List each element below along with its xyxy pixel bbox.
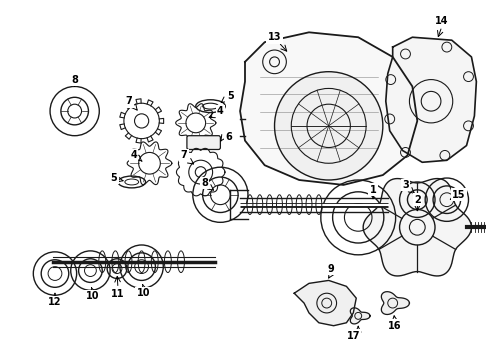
Text: 16: 16 [388,321,401,331]
Text: 11: 11 [111,289,125,299]
Text: 10: 10 [137,288,150,298]
Text: 15: 15 [452,190,466,200]
Text: 1: 1 [369,185,376,195]
Text: 4: 4 [130,150,137,161]
Circle shape [274,72,383,180]
Polygon shape [294,280,356,326]
Text: 7: 7 [181,150,187,161]
Polygon shape [350,308,370,324]
Text: 13: 13 [268,32,281,42]
Polygon shape [176,148,225,196]
Text: 14: 14 [435,15,449,26]
Text: 12: 12 [48,297,62,307]
Text: 6: 6 [225,132,232,142]
Polygon shape [363,179,471,276]
Polygon shape [386,37,476,162]
Text: 4: 4 [217,106,224,116]
Text: 3: 3 [402,180,409,190]
Polygon shape [381,292,410,315]
Polygon shape [240,32,417,185]
Text: 2: 2 [414,195,421,205]
Text: 9: 9 [327,264,334,274]
Text: 7: 7 [125,96,132,106]
Text: 8: 8 [201,178,208,188]
FancyBboxPatch shape [187,136,220,149]
Text: 5: 5 [227,91,234,101]
Text: 5: 5 [111,173,118,183]
Text: 17: 17 [346,330,360,341]
Text: 8: 8 [71,75,78,85]
Text: 10: 10 [86,291,99,301]
